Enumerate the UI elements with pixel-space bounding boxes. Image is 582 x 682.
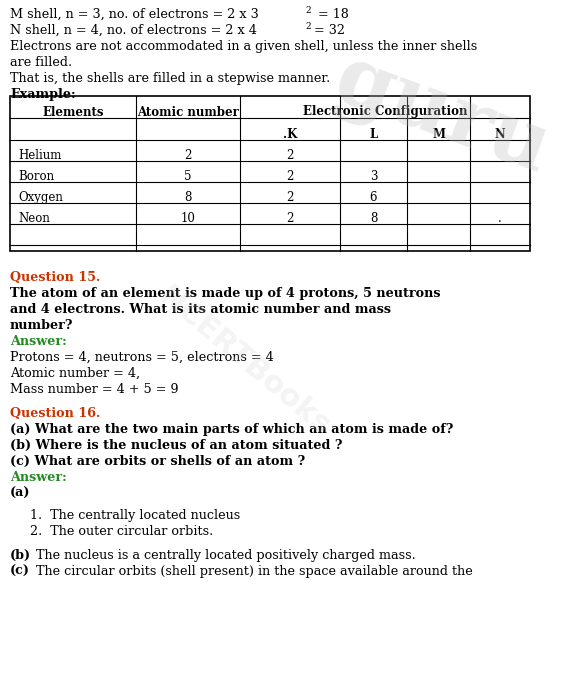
Text: Answer:: Answer:	[10, 471, 67, 484]
Text: The circular orbits (shell present) in the space available around the: The circular orbits (shell present) in t…	[36, 565, 473, 578]
Text: and 4 electrons. What is its atomic number and mass: and 4 electrons. What is its atomic numb…	[10, 303, 391, 316]
Text: 6: 6	[370, 191, 377, 204]
Text: 2: 2	[286, 170, 294, 183]
Text: 3: 3	[370, 170, 377, 183]
Text: (c): (c)	[10, 565, 30, 578]
Text: 2: 2	[184, 149, 191, 162]
Text: The atom of an element is made up of 4 protons, 5 neutrons: The atom of an element is made up of 4 p…	[10, 287, 441, 300]
Text: Question 15.: Question 15.	[10, 271, 100, 284]
Text: = 32: = 32	[314, 24, 345, 37]
Text: M: M	[432, 128, 445, 140]
Text: M shell, n = 3, no. of electrons = 2 x 3: M shell, n = 3, no. of electrons = 2 x 3	[10, 8, 259, 21]
Text: N shell, n = 4, no. of electrons = 2 x 4: N shell, n = 4, no. of electrons = 2 x 4	[10, 24, 257, 37]
Text: 8: 8	[370, 212, 377, 225]
Text: Electronic Configuration: Electronic Configuration	[303, 106, 467, 119]
Text: (a): (a)	[10, 487, 30, 500]
Text: L: L	[370, 128, 378, 140]
Text: That is, the shells are filled in a stepwise manner.: That is, the shells are filled in a step…	[10, 72, 330, 85]
Text: 2: 2	[305, 6, 311, 15]
Text: 1.  The centrally located nucleus: 1. The centrally located nucleus	[30, 509, 240, 522]
Text: = 18: = 18	[314, 8, 349, 21]
Text: Question 16.: Question 16.	[10, 407, 100, 420]
Text: Neon: Neon	[18, 212, 50, 225]
Text: 2: 2	[286, 191, 294, 204]
Text: (b): (b)	[10, 549, 31, 562]
Text: 10: 10	[180, 212, 196, 225]
Text: Helium: Helium	[18, 149, 61, 162]
Text: (c) What are orbits or shells of an atom ?: (c) What are orbits or shells of an atom…	[10, 455, 305, 468]
Text: Atomic number = 4,: Atomic number = 4,	[10, 367, 140, 380]
Text: guru: guru	[324, 40, 561, 192]
Text: (a) What are the two main parts of which an atom is made of?: (a) What are the two main parts of which…	[10, 423, 453, 436]
Text: Example:: Example:	[10, 88, 76, 101]
Text: NCERTBooks: NCERTBooks	[153, 282, 336, 441]
Text: .K: .K	[283, 128, 297, 140]
Text: number?: number?	[10, 319, 73, 332]
Text: 8: 8	[184, 191, 191, 204]
Text: N: N	[495, 128, 505, 140]
Text: 5: 5	[184, 170, 191, 183]
Text: Protons = 4, neutrons = 5, electrons = 4: Protons = 4, neutrons = 5, electrons = 4	[10, 351, 274, 364]
Text: .: .	[498, 212, 502, 225]
Text: The nucleus is a centrally located positively charged mass.: The nucleus is a centrally located posit…	[36, 549, 416, 562]
Text: Electrons are not accommodated in a given shell, unless the inner shells: Electrons are not accommodated in a give…	[10, 40, 477, 53]
Text: Oxygen: Oxygen	[18, 191, 63, 204]
Text: (b) Where is the nucleus of an atom situated ?: (b) Where is the nucleus of an atom situ…	[10, 439, 342, 452]
Text: Answer:: Answer:	[10, 335, 67, 348]
Text: 2: 2	[286, 212, 294, 225]
Text: Elements: Elements	[42, 106, 104, 119]
Text: Atomic number: Atomic number	[137, 106, 239, 119]
Text: are filled.: are filled.	[10, 56, 72, 69]
Bar	[10, 96, 530, 251]
Text: 2: 2	[286, 149, 294, 162]
Text: Boron: Boron	[18, 170, 54, 183]
Text: 2: 2	[305, 22, 311, 31]
Text: 2.  The outer circular orbits.: 2. The outer circular orbits.	[30, 525, 213, 538]
Text: Mass number = 4 + 5 = 9: Mass number = 4 + 5 = 9	[10, 383, 179, 396]
